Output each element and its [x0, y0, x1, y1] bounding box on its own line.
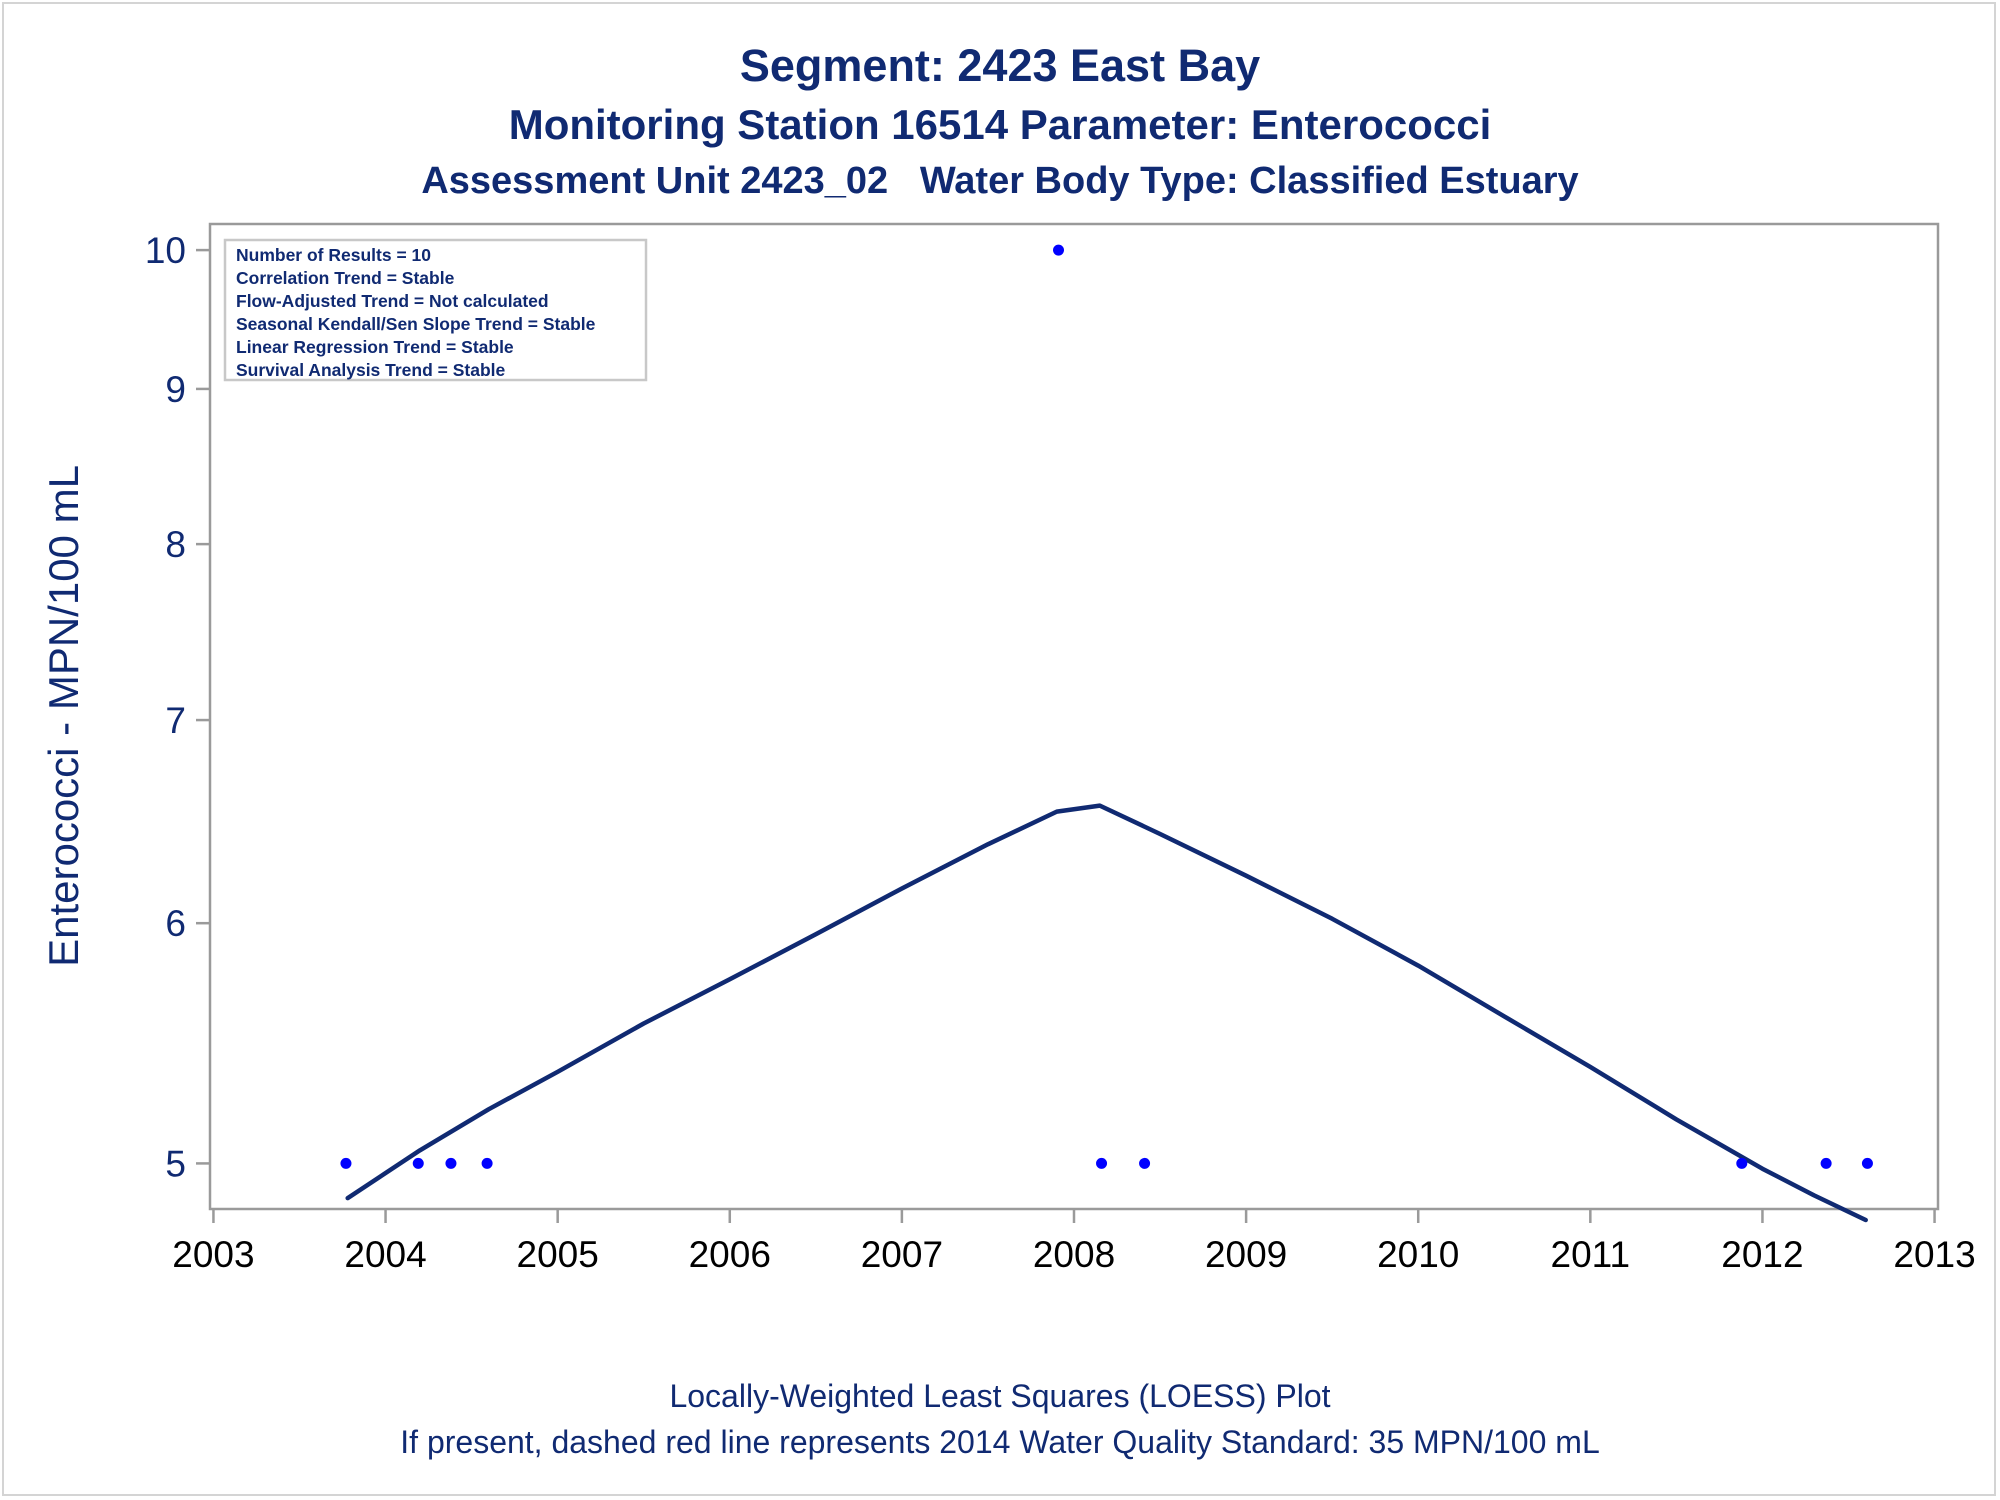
stats-box-line: Flow-Adjusted Trend = Not calculated — [236, 291, 549, 311]
y-axis: 5 6 7 8 9 10 — [145, 230, 210, 1184]
y-tick-label: 10 — [145, 230, 186, 271]
stats-box: Number of Results = 10 Correlation Trend … — [223, 238, 648, 382]
loess-series — [345, 803, 1868, 1223]
y-tick-label: 8 — [165, 524, 186, 565]
stats-box-line: Survival Analysis Trend = Stable — [236, 360, 506, 380]
stats-box-frame — [223, 238, 648, 382]
title-block: Segment: 2423 East Bay Monitoring Statio… — [0, 36, 2000, 208]
data-point — [445, 1157, 457, 1169]
y-tick-label: 6 — [165, 903, 186, 944]
stats-box-line: Linear Regression Trend = Stable — [236, 337, 514, 357]
data-point — [1820, 1157, 1832, 1169]
stats-box-line: Seasonal Kendall/Sen Slope Trend = Stabl… — [236, 314, 596, 334]
data-point — [1861, 1157, 1873, 1169]
data-point — [1053, 244, 1065, 256]
data-point — [1736, 1157, 1748, 1169]
stats-box-lines: Number of Results = 10 Correlation Trend … — [236, 245, 596, 380]
chart-title: Segment: 2423 East Bay — [739, 40, 1261, 91]
x-tick-label: 2012 — [1721, 1234, 1803, 1275]
y-axis-label: Enterococci - MPN/100 mL — [40, 465, 87, 967]
x-axis: 2003 2004 2005 2006 2007 2008 2009 2010 2011 2012… — [172, 1209, 1976, 1275]
footnote-standard: If present, dashed red line represents 2… — [400, 1424, 1600, 1460]
chart-subtitle-station: Monitoring Station 16514 Parameter: Ente… — [508, 101, 1492, 148]
stats-box-line: Correlation Trend = Stable — [236, 268, 455, 288]
x-tick-label: 2010 — [1377, 1234, 1459, 1275]
sample-points — [340, 244, 1873, 1169]
x-tick-label: 2007 — [861, 1234, 943, 1275]
x-tick-label: 2008 — [1033, 1234, 1115, 1275]
y-tick-label: 5 — [165, 1143, 186, 1184]
x-tick-label: 2013 — [1893, 1234, 1975, 1275]
y-tick-label: 7 — [165, 700, 186, 741]
chart-subtitle-assessment: Assessment Unit 2423_02 Water Body Type:… — [421, 160, 1579, 202]
loess-line — [345, 803, 1868, 1223]
x-tick-label: 2006 — [689, 1234, 771, 1275]
data-point — [412, 1157, 424, 1169]
x-tick-label: 2009 — [1205, 1234, 1287, 1275]
x-tick-label: 2003 — [172, 1234, 254, 1275]
x-tick-label: 2011 — [1551, 1234, 1631, 1275]
data-point — [1139, 1157, 1151, 1169]
data-point — [481, 1157, 493, 1169]
data-point — [1096, 1157, 1108, 1169]
x-tick-label: 2005 — [517, 1234, 599, 1275]
y-tick-label: 9 — [165, 369, 186, 410]
stats-box-line: Number of Results = 10 — [236, 245, 431, 265]
x-tick-label: 2004 — [344, 1234, 426, 1275]
data-point — [340, 1157, 352, 1169]
footnote-loess: Locally-Weighted Least Squares (LOESS) P… — [669, 1378, 1331, 1414]
